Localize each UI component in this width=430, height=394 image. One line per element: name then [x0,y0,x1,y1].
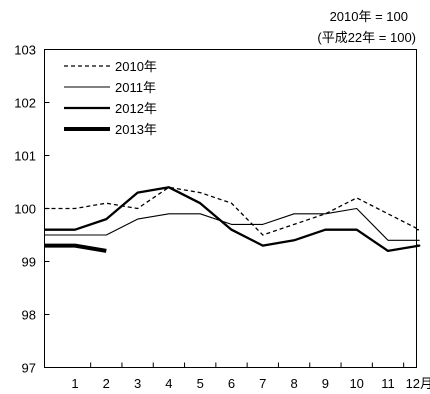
y-tick-label: 98 [22,308,36,323]
annotation-line-2: (平成22年 = 100) [317,30,416,45]
series-line-4 [44,243,107,253]
x-tick-label: 1 [71,376,78,391]
y-tick-label: 103 [14,43,36,58]
series-line-3 [44,186,421,253]
x-tick-label: 8 [290,376,297,391]
plot-frame [44,49,417,368]
x-tick-label: 12月 [406,376,430,391]
x-tick-label: 2 [103,376,110,391]
x-tick-label: 4 [165,376,172,391]
legend-label: 2011年 [115,80,156,95]
y-tick-label: 99 [22,255,36,270]
x-tick-label: 10 [349,376,363,391]
x-tick-label: 7 [259,376,266,391]
legend-label: 2010年 [115,59,157,74]
x-tick-label: 9 [322,376,329,391]
x-tick-label: 11 [381,376,395,391]
x-tick-label: 5 [197,376,204,391]
y-tick-label: 100 [14,202,36,217]
x-axis: 1 2 3 4 5 6 7 8 9 10 11 12月 [71,362,430,391]
series-lines [44,186,421,253]
y-tick-label: 97 [22,361,36,376]
x-tick-label: 3 [134,376,141,391]
series-line-1 [44,186,420,236]
annotation-line-1: 2010年 = 100 [330,9,408,24]
y-axis: 97 98 99 100 101 102 103 [14,43,50,376]
legend-label: 2012年 [115,101,157,116]
y-tick-label: 102 [14,96,36,111]
series-line-2 [44,207,420,241]
legend: 2010年 2011年 2012年 2013年 [64,59,157,137]
x-tick-label: 6 [228,376,235,391]
y-tick-label: 101 [14,149,36,164]
legend-label: 2013年 [115,122,157,137]
